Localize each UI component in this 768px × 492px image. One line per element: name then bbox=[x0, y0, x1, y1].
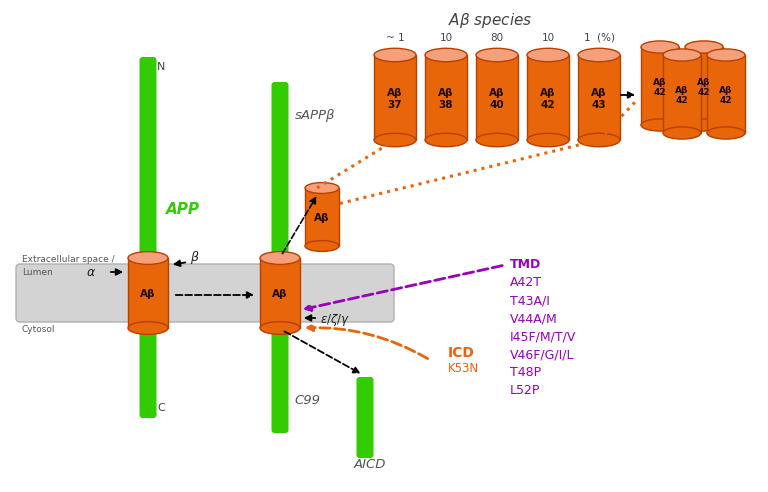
Ellipse shape bbox=[260, 322, 300, 335]
Ellipse shape bbox=[685, 41, 723, 53]
Text: T43A/I: T43A/I bbox=[510, 295, 550, 308]
Ellipse shape bbox=[527, 48, 569, 62]
Ellipse shape bbox=[578, 48, 620, 62]
Text: Aβ
42: Aβ 42 bbox=[675, 86, 689, 105]
Bar bbox=[476, 55, 518, 140]
Bar bbox=[527, 55, 569, 140]
Ellipse shape bbox=[578, 133, 620, 147]
Text: AICD: AICD bbox=[354, 459, 386, 471]
Text: $\varepsilon/\zeta/\gamma$: $\varepsilon/\zeta/\gamma$ bbox=[320, 312, 350, 328]
Text: Extracellular space /: Extracellular space / bbox=[22, 255, 114, 264]
Text: TMD: TMD bbox=[510, 258, 541, 272]
Ellipse shape bbox=[476, 133, 518, 147]
Text: Aβ
43: Aβ 43 bbox=[591, 89, 607, 110]
FancyBboxPatch shape bbox=[272, 82, 289, 313]
Ellipse shape bbox=[641, 41, 679, 53]
Text: V46F/G/I/L: V46F/G/I/L bbox=[510, 348, 574, 362]
Text: C: C bbox=[157, 403, 165, 413]
Ellipse shape bbox=[663, 127, 701, 139]
Bar bbox=[707, 55, 745, 133]
Ellipse shape bbox=[527, 133, 569, 147]
Text: Aβ
42: Aβ 42 bbox=[720, 86, 733, 105]
Text: ~ 1: ~ 1 bbox=[386, 33, 404, 43]
Ellipse shape bbox=[685, 119, 723, 131]
Bar bbox=[374, 55, 416, 140]
Text: Cytosol: Cytosol bbox=[22, 325, 55, 334]
Text: 1  (%): 1 (%) bbox=[584, 33, 614, 43]
Text: Aβ
42: Aβ 42 bbox=[654, 78, 667, 97]
Bar bbox=[425, 55, 467, 140]
Text: Lumen: Lumen bbox=[22, 268, 53, 277]
FancyBboxPatch shape bbox=[272, 317, 289, 433]
Ellipse shape bbox=[128, 251, 168, 264]
Ellipse shape bbox=[641, 119, 679, 131]
Text: Aβ
37: Aβ 37 bbox=[387, 89, 402, 110]
Text: Aβ: Aβ bbox=[314, 213, 329, 223]
Bar bbox=[663, 55, 701, 133]
Text: 10: 10 bbox=[439, 33, 452, 43]
Ellipse shape bbox=[305, 241, 339, 251]
Bar bbox=[685, 47, 723, 125]
Text: Aβ
42: Aβ 42 bbox=[540, 89, 556, 110]
FancyBboxPatch shape bbox=[16, 264, 394, 322]
Text: 10: 10 bbox=[541, 33, 554, 43]
Text: Aβ: Aβ bbox=[141, 289, 156, 300]
Ellipse shape bbox=[128, 322, 168, 335]
Bar bbox=[641, 47, 679, 125]
Ellipse shape bbox=[374, 133, 416, 147]
Text: 80: 80 bbox=[491, 33, 504, 43]
Ellipse shape bbox=[260, 251, 300, 264]
Text: $A\beta$ species: $A\beta$ species bbox=[448, 10, 532, 30]
Ellipse shape bbox=[305, 183, 339, 193]
Text: C99: C99 bbox=[294, 394, 320, 406]
Ellipse shape bbox=[425, 48, 467, 62]
Bar bbox=[305, 188, 339, 246]
Text: N: N bbox=[157, 62, 165, 72]
Text: A42T: A42T bbox=[510, 277, 542, 289]
FancyBboxPatch shape bbox=[356, 377, 373, 458]
FancyBboxPatch shape bbox=[140, 57, 157, 418]
Bar bbox=[128, 258, 168, 328]
Ellipse shape bbox=[663, 49, 701, 61]
Text: $sAPP\beta$: $sAPP\beta$ bbox=[294, 106, 336, 123]
Ellipse shape bbox=[425, 133, 467, 147]
Bar bbox=[260, 258, 300, 328]
Text: ICD: ICD bbox=[448, 346, 475, 360]
Text: T48P: T48P bbox=[510, 367, 541, 379]
Ellipse shape bbox=[374, 48, 416, 62]
Text: Aβ
38: Aβ 38 bbox=[439, 89, 454, 110]
Text: $\beta$: $\beta$ bbox=[190, 249, 200, 267]
Ellipse shape bbox=[707, 127, 745, 139]
Ellipse shape bbox=[707, 49, 745, 61]
Text: Aβ: Aβ bbox=[272, 289, 288, 300]
Text: I45F/M/T/V: I45F/M/T/V bbox=[510, 331, 576, 343]
Text: APP: APP bbox=[166, 203, 200, 217]
Text: $\alpha$: $\alpha$ bbox=[86, 266, 96, 278]
Text: V44A/M: V44A/M bbox=[510, 312, 558, 326]
Text: K53N: K53N bbox=[448, 362, 479, 374]
Text: Aβ
42: Aβ 42 bbox=[697, 78, 710, 97]
Bar bbox=[578, 55, 620, 140]
Text: Aβ
40: Aβ 40 bbox=[489, 89, 505, 110]
Text: L52P: L52P bbox=[510, 385, 541, 398]
Ellipse shape bbox=[476, 48, 518, 62]
